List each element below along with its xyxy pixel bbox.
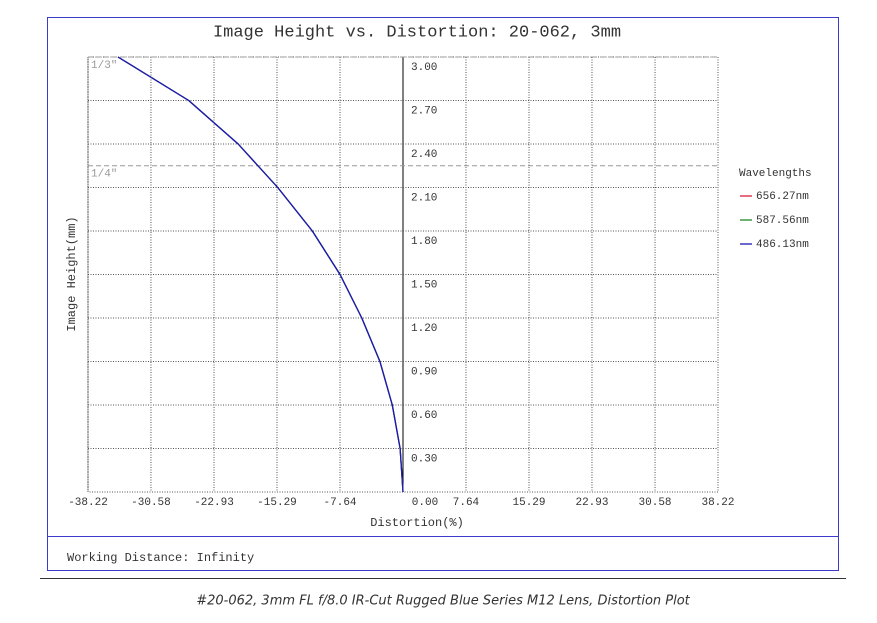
y-tick-label: 2.10 [411,192,437,204]
y-tick-label: 0.90 [411,366,437,378]
y-tick-label: 1.20 [411,323,437,335]
x-tick-label: 15.29 [513,497,546,509]
series-line [117,56,404,493]
x-tick-label: -30.58 [131,497,171,509]
legend-label: 486.13nm [756,239,809,251]
frame [47,17,839,571]
x-tick-label: -7.64 [324,497,357,509]
reference-label: 1/4" [91,169,117,181]
x-tick-label: 7.64 [453,497,480,509]
y-tick-label: 3.00 [411,62,437,74]
x-tick-label: -22.93 [194,497,234,509]
y-tick-label: 0.30 [411,453,437,465]
chart-title: Image Height vs. Distortion: 20-062, 3mm [213,23,621,42]
x-tick-label: 30.58 [639,497,672,509]
caption: #20-062, 3mm FL f/8.0 IR-Cut Rugged Blue… [196,594,690,609]
legend-title: Wavelengths [739,168,812,180]
y-axis-label: Image Height(mm) [65,216,79,331]
x-tick-label: -15.29 [257,497,297,509]
y-tick-label: 2.70 [411,105,437,117]
x-tick-label: 38.22 [701,497,734,509]
x-axis-label: Distortion(%) [370,516,464,530]
x-tick-label: 22.93 [575,497,608,509]
legend-label: 656.27nm [756,191,809,203]
x-tick-label: 0.00 [412,497,438,509]
reference-label: 1/3" [91,60,117,72]
legend-label: 587.56nm [756,215,809,227]
y-tick-label: 1.80 [411,236,437,248]
y-tick-label: 1.50 [411,279,437,291]
footer: Working Distance: Infinity [67,551,254,565]
y-tick-label: 2.40 [411,149,437,161]
y-tick-label: 0.60 [411,410,437,422]
x-tick-label: -38.22 [68,497,108,509]
